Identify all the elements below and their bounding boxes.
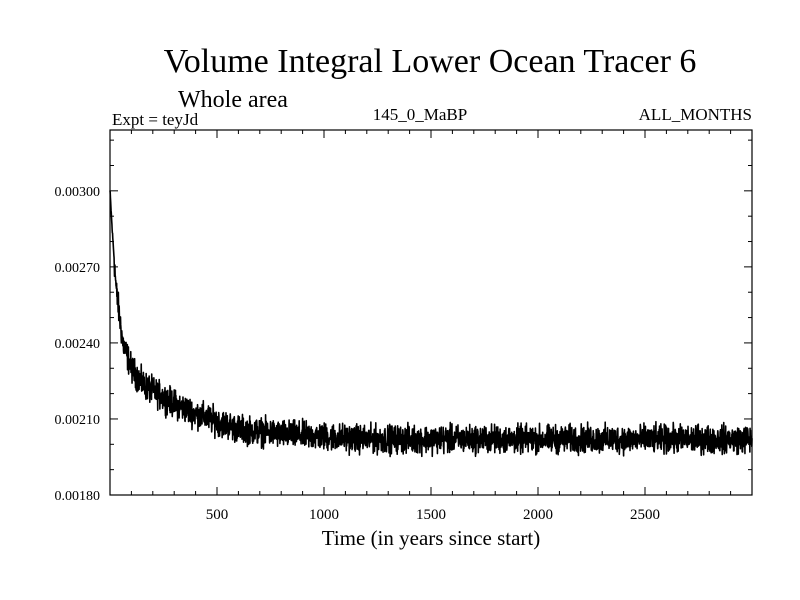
x-tick-label: 1500 <box>416 507 446 523</box>
y-tick-label: 0.00180 <box>55 489 101 504</box>
y-tick-label: 0.00210 <box>55 413 101 428</box>
x-tick-label: 500 <box>206 507 229 523</box>
chart-subtitle: Whole area <box>178 87 288 113</box>
x-tick-label: 2500 <box>630 507 660 523</box>
x-tick-label: 1000 <box>309 507 339 523</box>
chart-title: Volume Integral Lower Ocean Tracer 6 <box>164 43 697 80</box>
series-line <box>109 190 753 458</box>
x-axis: 500 1000 1500 2000 2500 <box>130 130 732 523</box>
y-axis: 0.00180 0.00210 0.00240 0.00270 0.00300 <box>55 139 752 504</box>
period-label: 145_0_MaBP <box>373 105 467 124</box>
x-tick-label: 2000 <box>523 507 553 523</box>
x-axis-label: Time (in years since start) <box>322 526 541 550</box>
experiment-label: Expt = teyJd <box>112 110 199 129</box>
months-label: ALL_MONTHS <box>639 105 752 124</box>
y-tick-label: 0.00300 <box>55 185 101 200</box>
y-tick-label: 0.00240 <box>55 337 101 352</box>
y-tick-label: 0.00270 <box>55 261 101 276</box>
plot-area: 500 1000 1500 2000 2500 0.00180 0.00210 0.0024… <box>55 129 753 523</box>
